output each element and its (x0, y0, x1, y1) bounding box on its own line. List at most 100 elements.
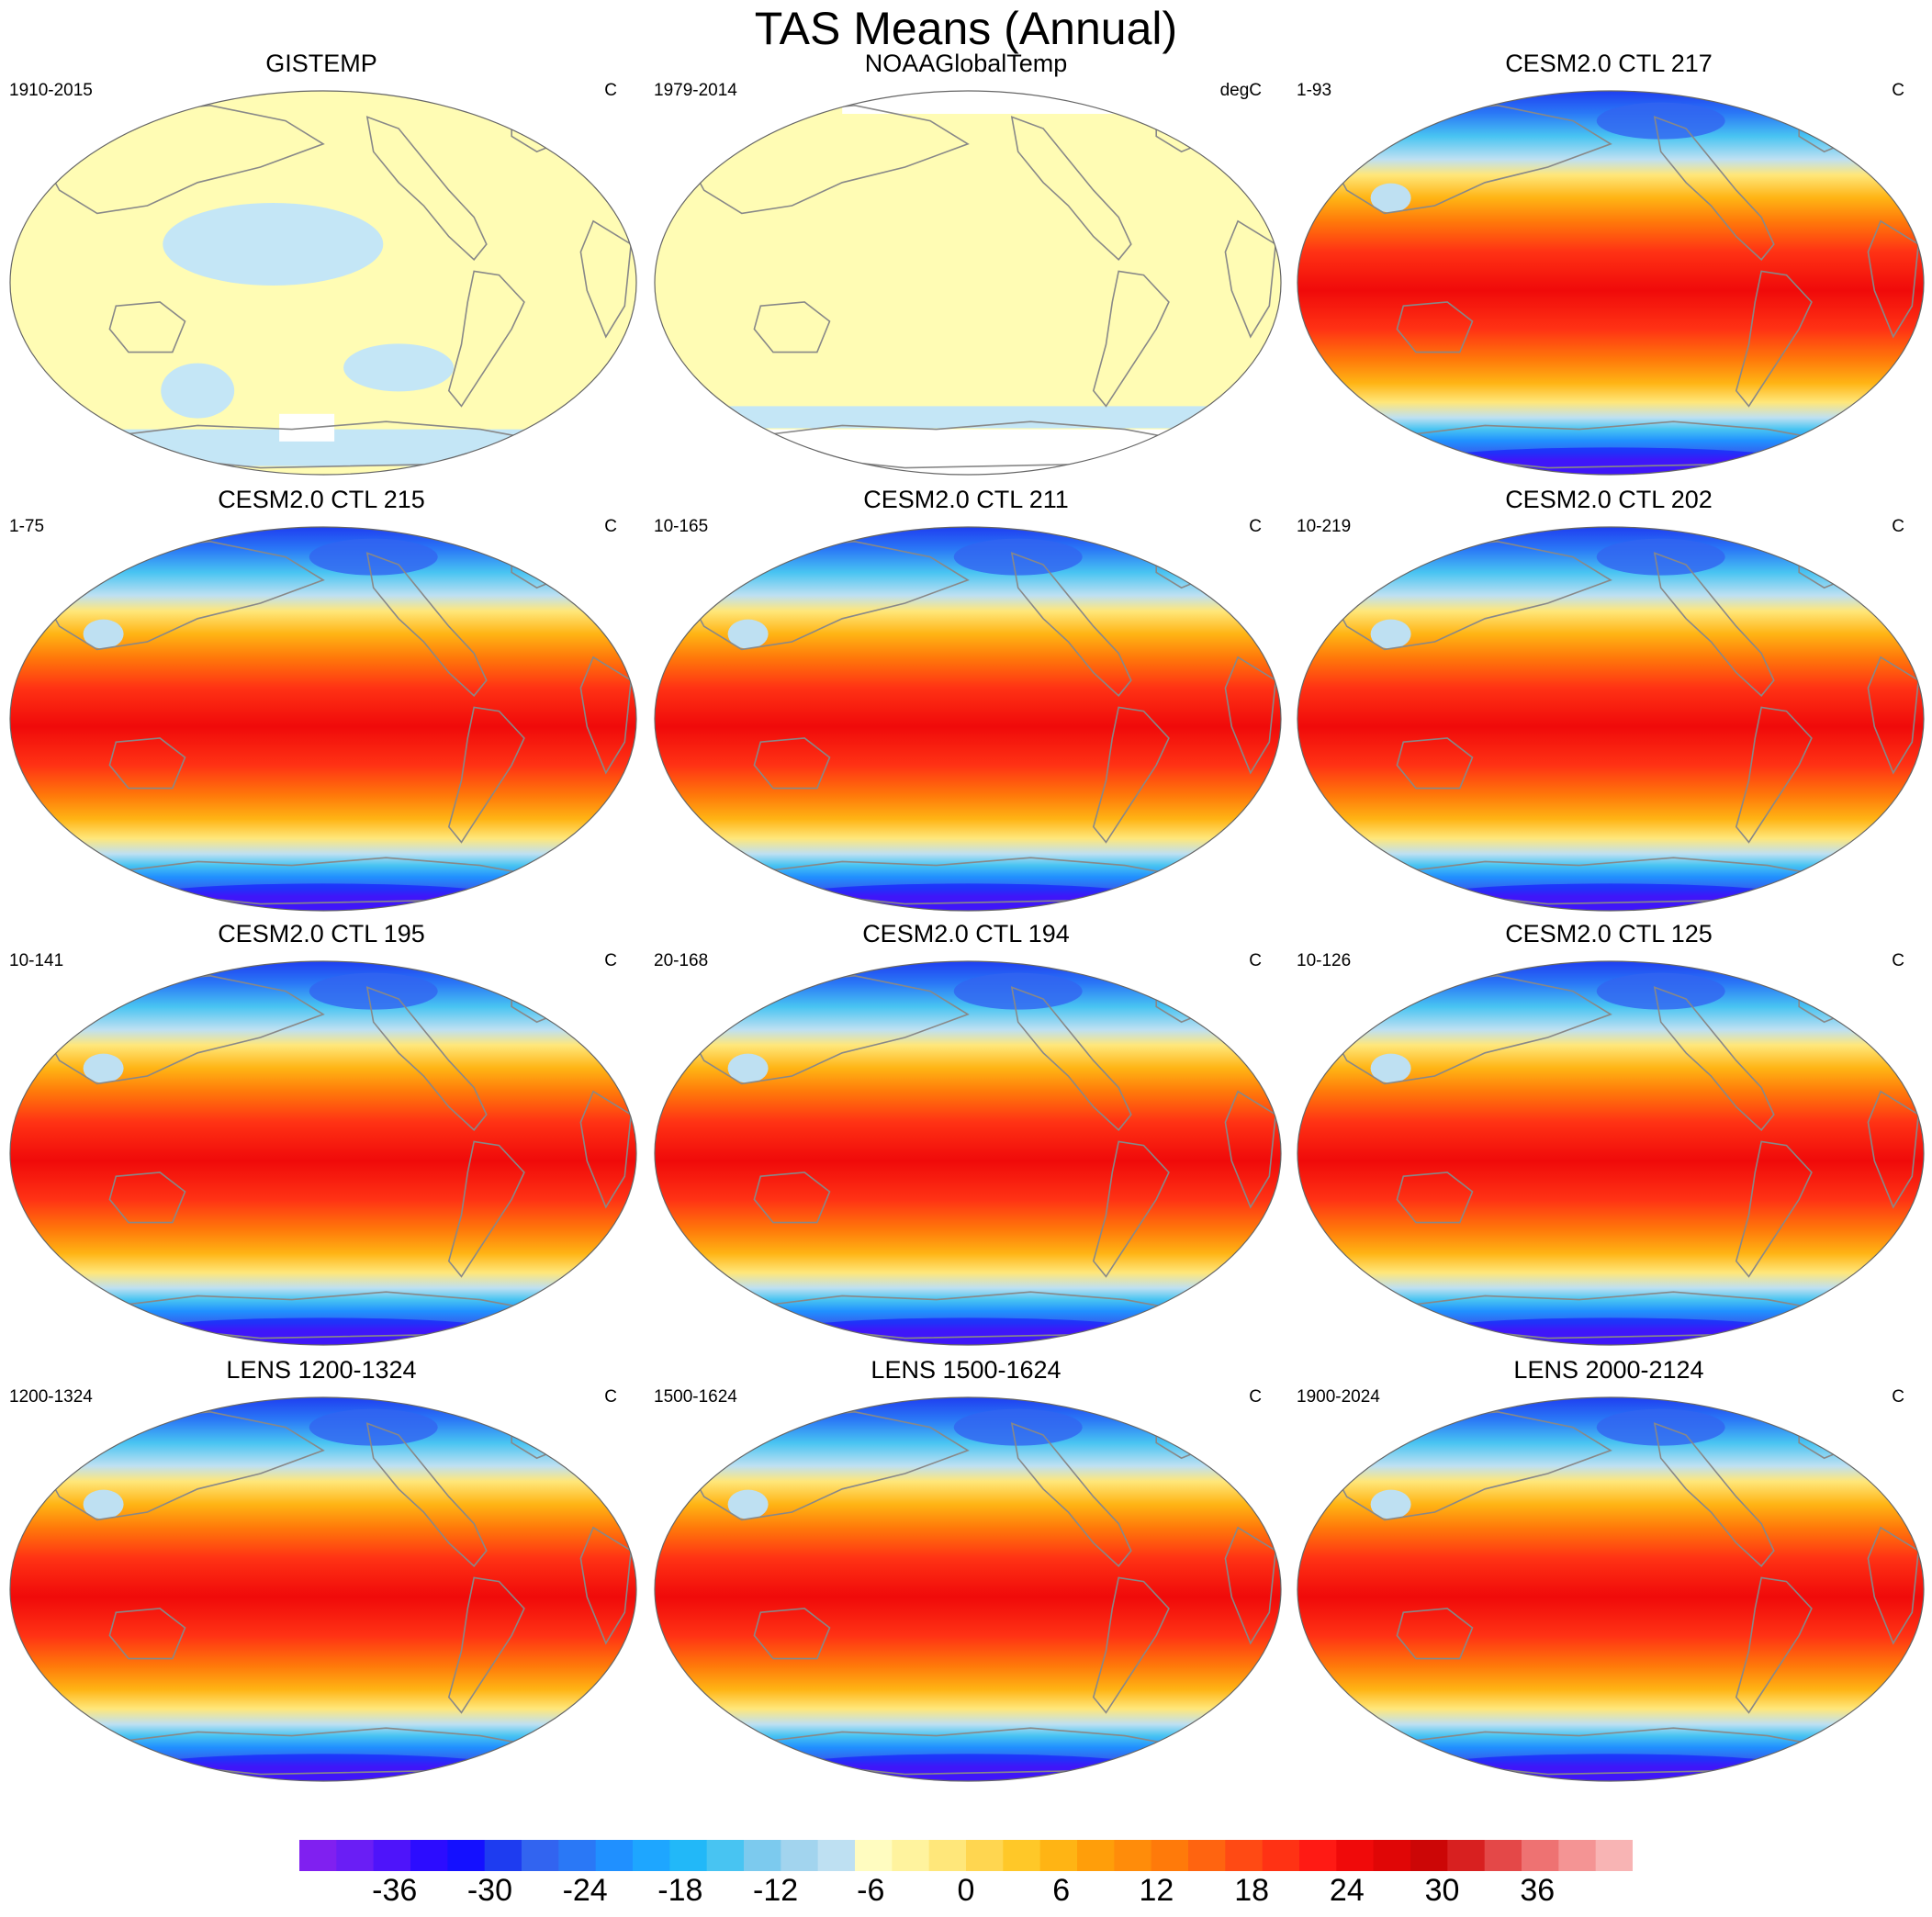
panel-units-label: C (1892, 1387, 1904, 1407)
coastline-southAmerica (1735, 1576, 1813, 1714)
colorbar-tick-label: 0 (957, 1873, 975, 1908)
map-field (9, 1396, 637, 1782)
colorbar-cell (558, 1840, 597, 1871)
colorbar-cell (1003, 1840, 1041, 1871)
map-outline (9, 960, 637, 1346)
tibet-cold-patch (83, 1053, 124, 1083)
colorbar-tick-label: 18 (1234, 1873, 1270, 1908)
coastline-northAmerica (1653, 1422, 1775, 1567)
panel-units-label: C (1249, 951, 1262, 970)
colorbar-tick-label: -36 (372, 1873, 418, 1908)
map-panel: LENS 1200-1324 1200-1324 C (0, 1356, 643, 1788)
map-panel: CESM2.0 CTL 211 10-165 C (645, 486, 1287, 917)
colorbar-cell (1114, 1840, 1152, 1871)
coastline-southAmerica (447, 1576, 525, 1714)
panel-title: CESM2.0 CTL 215 (218, 486, 425, 513)
colorbar-tick-label: -6 (857, 1873, 885, 1908)
colorbar-cell (669, 1840, 708, 1871)
map-field (654, 90, 1282, 476)
map-outline (9, 1396, 637, 1782)
panel-period-label: 1200-1324 (9, 1387, 93, 1407)
colorbar-cell (299, 1840, 337, 1871)
colorbar-cell (484, 1840, 522, 1871)
panel-period-label: 10-141 (9, 951, 64, 970)
map-field (1297, 960, 1925, 1346)
coastline-southAmerica (447, 1140, 525, 1278)
panel-title: LENS 2000-2124 (1513, 1356, 1704, 1384)
coastline-northAmerica (1010, 1422, 1132, 1567)
panel-period-label: 1900-2024 (1297, 1387, 1380, 1407)
coastline-southAmerica (1735, 706, 1813, 844)
coastline-northAmerica (1653, 552, 1775, 697)
map-field (1297, 1396, 1925, 1782)
panel-units-label: C (604, 517, 617, 536)
arctic-cold-patch (1596, 972, 1725, 1010)
tibet-cold-patch (1370, 183, 1411, 213)
map-panel: CESM2.0 CTL 215 1-75 C (0, 486, 643, 917)
map-panel: NOAAGlobalTemp 1979-2014 degC (645, 50, 1287, 481)
panel-period-label: 1-93 (1297, 81, 1332, 100)
map-field (1297, 526, 1925, 912)
map-outline (654, 526, 1282, 912)
panel-period-label: 1910-2015 (9, 81, 93, 100)
coastline-southAmerica (1092, 1576, 1170, 1714)
panel-units-label: C (1892, 81, 1904, 100)
colorbar-tick-label: 30 (1424, 1873, 1460, 1908)
coastline-southAmerica (1735, 270, 1813, 408)
coastline-australia (753, 1608, 831, 1660)
map-outline (9, 526, 637, 912)
map-field (654, 1396, 1282, 1782)
panel-units-label: degC (1219, 81, 1262, 100)
map-outline (654, 1396, 1282, 1782)
panel-title: CESM2.0 CTL 195 (218, 920, 425, 947)
panel-period-label: 10-219 (1297, 517, 1352, 536)
temperature-field (10, 527, 636, 911)
colorbar-cell (706, 1840, 745, 1871)
coastline-australia (753, 1172, 831, 1224)
coastline-australia (108, 737, 186, 790)
coastline-australia (1396, 301, 1474, 353)
panel-units-label: C (604, 1387, 617, 1407)
coastline-southAmerica (1735, 1140, 1813, 1278)
colorbar-cell (336, 1840, 375, 1871)
colorbar-cell (447, 1840, 486, 1871)
coastline-northAmerica (365, 986, 488, 1131)
map-outline (654, 960, 1282, 1346)
coastline-northAmerica (1653, 116, 1775, 261)
temperature-field (1297, 961, 1924, 1345)
colorbar-cell (1299, 1840, 1337, 1871)
panel-period-label: 10-165 (654, 517, 709, 536)
panel-units-label: C (1892, 951, 1904, 970)
coastline-southAmerica (447, 706, 525, 844)
arctic-cold-patch (309, 538, 438, 576)
temperature-field (655, 1397, 1281, 1781)
panel-title: CESM2.0 CTL 217 (1505, 50, 1713, 77)
temperature-field (1297, 91, 1924, 475)
map-outline (1297, 526, 1925, 912)
panel-period-label: 20-168 (654, 951, 709, 970)
tibet-cold-patch (1370, 619, 1411, 649)
colorbar-cell (1225, 1840, 1264, 1871)
cool-region (343, 343, 455, 392)
coastline-northAmerica (365, 116, 488, 261)
panel-period-label: 10-126 (1297, 951, 1352, 970)
arctic-cold-patch (1596, 1408, 1725, 1446)
coastline-southAmerica (1092, 706, 1170, 844)
arctic-cold-patch (1596, 538, 1725, 576)
arctic-cold-patch (953, 1408, 1083, 1446)
temperature-field (655, 527, 1281, 911)
colorbar-cell (1595, 1840, 1633, 1871)
map-panel: CESM2.0 CTL 194 20-168 C (645, 920, 1287, 1351)
missing-data (842, 91, 1118, 114)
colorbar-cell (744, 1840, 781, 1871)
panel-units-label: C (1249, 1387, 1262, 1407)
panel-period-label: 1979-2014 (654, 81, 737, 100)
temperature-field (1297, 527, 1924, 911)
coastline-northAmerica (365, 1422, 488, 1567)
colorbar-cell (1484, 1840, 1522, 1871)
colorbar-cell (1373, 1840, 1411, 1871)
coastline-australia (108, 1172, 186, 1224)
coastline-northAmerica (1010, 986, 1132, 1131)
temperature-field (655, 961, 1281, 1345)
map-panel: LENS 2000-2124 1900-2024 C (1287, 1356, 1930, 1788)
